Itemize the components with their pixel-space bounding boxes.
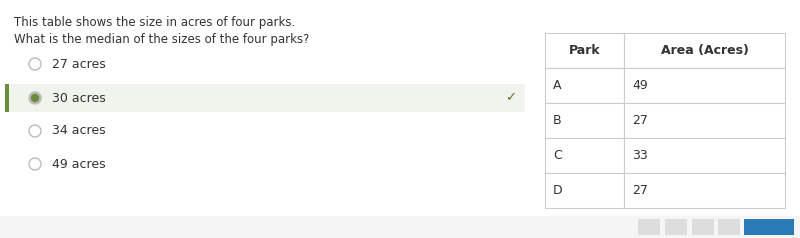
Bar [545, 33, 624, 68]
Bar [5, 84, 525, 112]
Text: A: A [553, 79, 562, 92]
Text: 27 acres: 27 acres [52, 58, 106, 70]
Bar [624, 103, 785, 138]
Bar [545, 103, 624, 138]
Text: Area (Acres): Area (Acres) [661, 44, 749, 57]
Text: 27: 27 [632, 184, 648, 197]
Bar [545, 173, 624, 208]
Bar [744, 219, 794, 235]
Bar [624, 173, 785, 208]
Bar [665, 219, 687, 235]
Text: Park: Park [569, 44, 601, 57]
Text: C: C [553, 149, 562, 162]
Text: D: D [553, 184, 562, 197]
Text: 33: 33 [632, 149, 648, 162]
Circle shape [31, 94, 38, 101]
Text: 30 acres: 30 acres [52, 91, 106, 104]
Text: This table shows the size in acres of four parks.: This table shows the size in acres of fo… [14, 16, 295, 29]
Bar [0, 216, 800, 238]
Bar [5, 84, 9, 112]
Text: ✓: ✓ [505, 91, 516, 104]
Text: What is the median of the sizes of the four parks?: What is the median of the sizes of the f… [14, 33, 310, 46]
Bar [545, 138, 624, 173]
Bar [638, 219, 660, 235]
Text: B: B [553, 114, 562, 127]
Bar [692, 219, 714, 235]
Bar [624, 68, 785, 103]
Bar [718, 219, 740, 235]
Text: 49 acres: 49 acres [52, 158, 106, 170]
Bar [545, 68, 624, 103]
Text: 49: 49 [632, 79, 648, 92]
Bar [624, 33, 785, 68]
Text: 34 acres: 34 acres [52, 124, 106, 138]
Bar [624, 138, 785, 173]
Circle shape [29, 92, 41, 104]
Text: 27: 27 [632, 114, 648, 127]
